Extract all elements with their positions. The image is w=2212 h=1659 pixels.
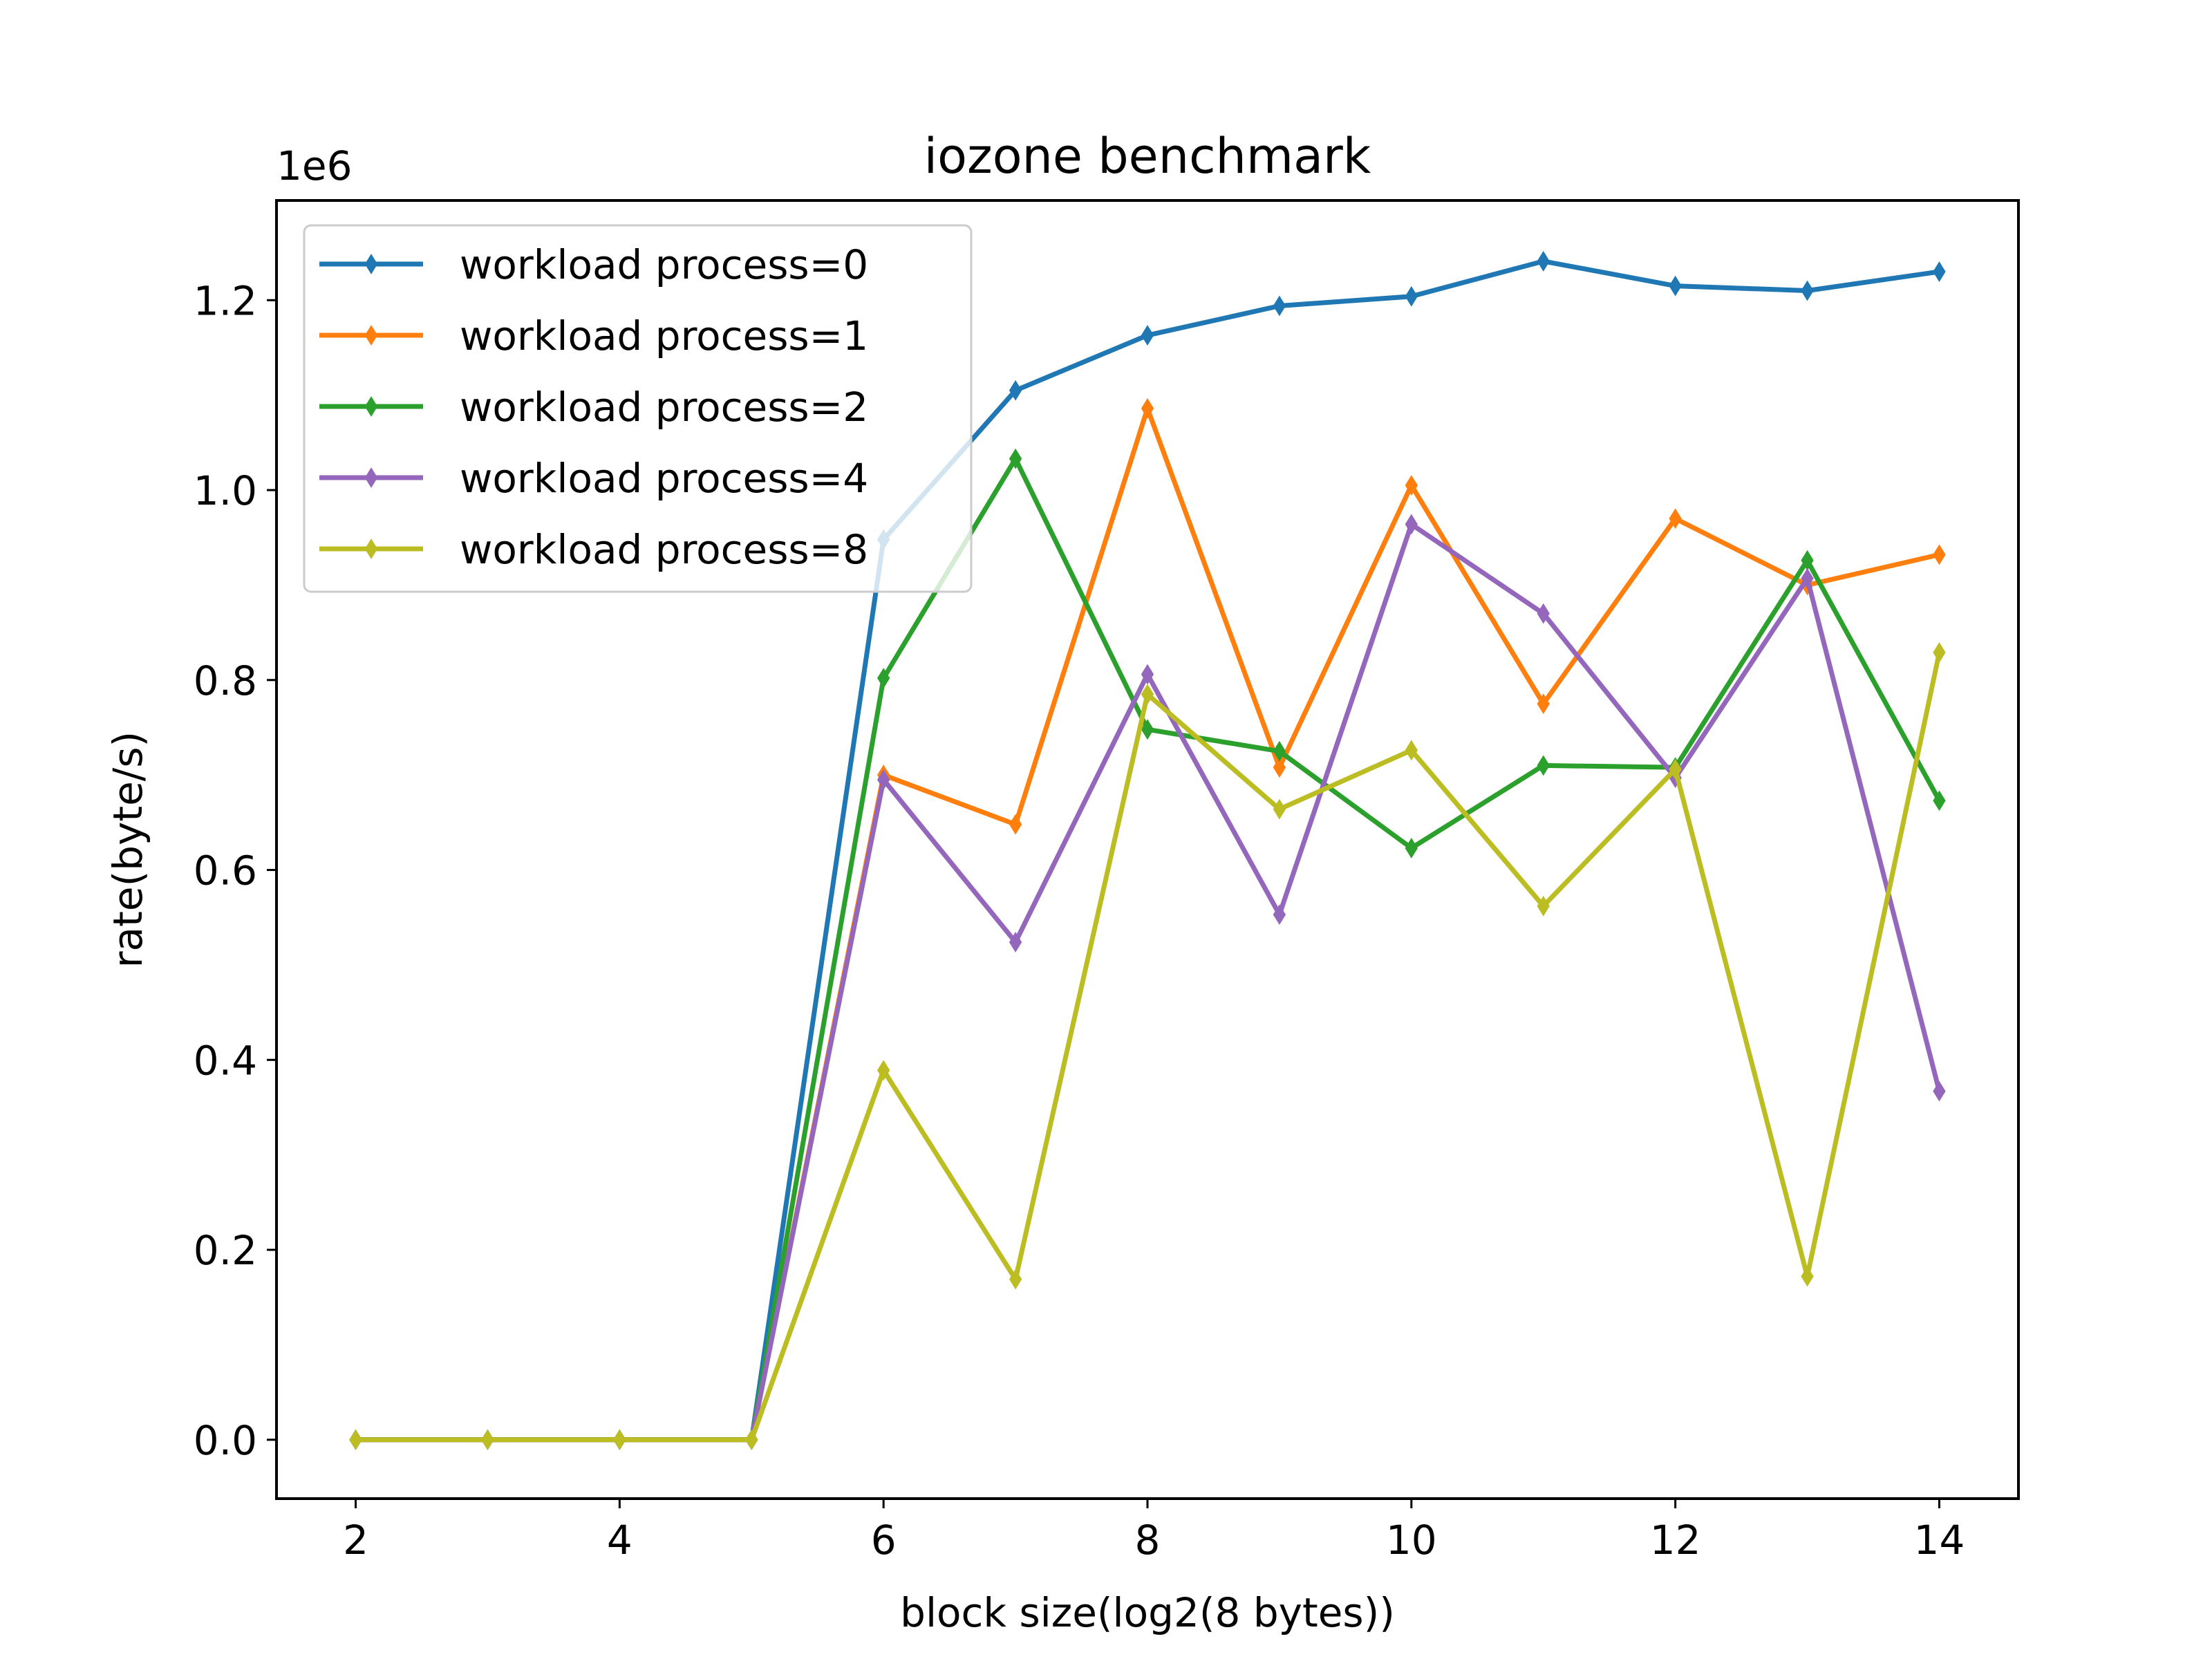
data-point [1537,755,1550,776]
data-point [1141,719,1154,740]
y-offset-label: 1e6 [276,142,353,189]
data-point [1009,379,1022,401]
y-tick-label: 0.8 [194,657,257,704]
x-tick-label: 6 [871,1517,897,1564]
y-tick-label: 0.0 [194,1417,257,1464]
data-point [349,1429,362,1450]
x-tick-label: 2 [343,1517,368,1564]
data-point [1537,693,1550,715]
series-4 [349,642,1946,1450]
data-point [877,1060,890,1081]
x-tick-label: 14 [1914,1517,1965,1564]
legend-marker [364,325,378,346]
data-point [1405,740,1418,761]
legend-label: workload process=2 [460,384,868,431]
data-point [1669,508,1682,529]
legend: workload process=0 workload process=1 work… [303,224,973,593]
x-tick-label: 12 [1650,1517,1701,1564]
legend-label: workload process=1 [460,312,868,359]
data-point [1273,740,1286,762]
legend-marker [364,467,378,488]
y-tick-label: 1.0 [194,467,257,514]
data-point [1405,514,1418,535]
data-point [1141,664,1154,685]
data-point [1537,603,1550,624]
data-point [1933,790,1946,812]
legend-item: workload process=1 [319,312,868,359]
y-tick-label: 1.2 [194,277,257,324]
legend-marker [364,396,378,417]
data-point [1537,895,1550,917]
y-axis-label: rate(byte/s) [104,731,151,968]
data-point [1405,838,1418,859]
legend-marker [364,538,378,559]
data-point [1801,568,1814,589]
legend-item: workload process=0 [319,241,868,288]
data-point [1669,759,1682,780]
data-point [745,1429,758,1450]
x-axis-label: block size(log2(8 bytes)) [900,1589,1395,1636]
data-point [877,668,890,688]
x-tick-label: 10 [1386,1517,1437,1564]
data-point [1273,904,1286,926]
data-point [1009,448,1022,469]
data-point [1933,1080,1946,1102]
legend-box [303,224,973,593]
legend-item: workload process=2 [319,384,868,431]
data-point [1801,1266,1814,1287]
data-point [1933,544,1946,565]
legend-label: workload process=4 [460,455,868,502]
legend-marker [364,254,378,274]
data-point [1273,798,1286,820]
data-point [1933,642,1946,663]
data-point [1405,475,1418,496]
data-point [1141,397,1154,419]
legend-label: workload process=0 [460,241,868,288]
data-point [877,769,890,790]
x-axis: 2 4 6 8 10 12 14 [343,1499,1965,1564]
chart-title: iozone benchmark [924,128,1371,185]
data-point [1009,814,1022,835]
legend-item: workload process=4 [319,455,868,502]
data-point [1933,261,1946,282]
y-tick-label: 0.6 [194,847,257,894]
series-layer [349,251,1946,1450]
data-point [1669,275,1682,297]
data-point [1009,1268,1022,1290]
legend-label: workload process=8 [460,526,868,573]
legend-item: workload process=8 [319,526,868,573]
data-point [1405,285,1418,307]
x-tick-label: 8 [1135,1517,1161,1564]
data-point [1009,932,1022,953]
data-point [613,1429,626,1450]
y-tick-label: 0.4 [194,1037,257,1084]
y-axis: 0.0 0.2 0.4 0.6 0.8 1.0 1.2 [194,277,276,1464]
data-point [1801,280,1814,301]
data-point [1273,295,1286,317]
data-point [1273,757,1286,778]
data-point [481,1429,494,1450]
data-point [1537,251,1550,272]
data-point [1141,325,1154,346]
data-point [1141,684,1154,705]
x-tick-label: 4 [607,1517,632,1564]
y-tick-label: 0.2 [194,1227,257,1274]
